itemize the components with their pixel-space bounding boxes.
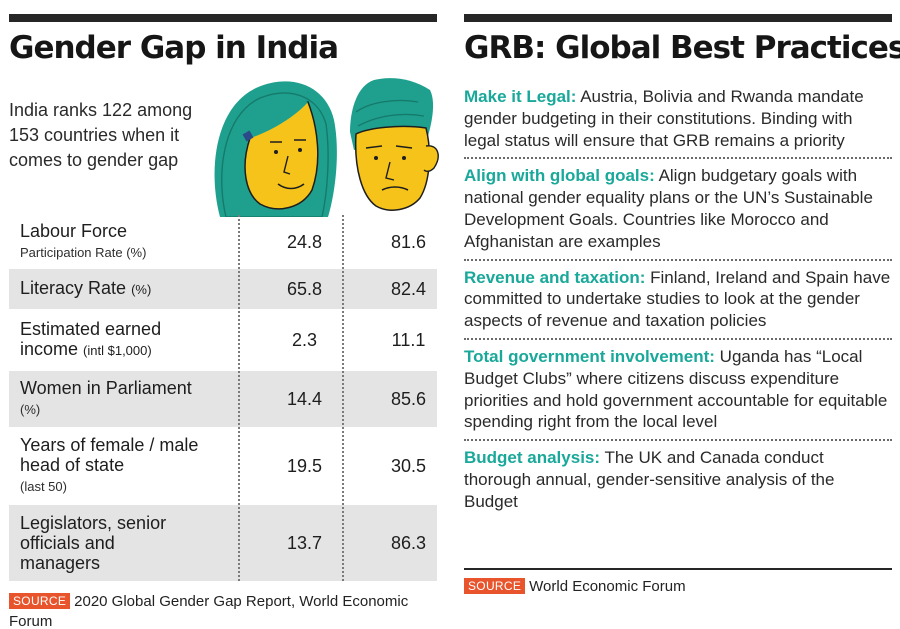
male-value: 11.1	[391, 329, 426, 350]
right-bottom-rule	[464, 568, 892, 570]
table-row: Women in Parliament (%) 14.4 85.6	[9, 371, 437, 427]
male-value: 85.6	[390, 388, 427, 409]
divider	[464, 439, 892, 442]
source-text: 2020 Global Gender Gap Report, World Eco…	[9, 593, 409, 629]
item-keyword: Revenue and taxation:	[464, 267, 646, 287]
item-text: Uganda has “Local Budget Clubs” where ci…	[464, 346, 888, 432]
list-item: Total government involvement: Uganda has…	[464, 346, 892, 437]
item-text: Austria, Bolivia and Rwanda mandate gend…	[464, 87, 864, 150]
item-text: Finland, Ireland and Spain have committe…	[464, 267, 891, 331]
male-value: 30.5	[390, 455, 427, 476]
row-label: Literacy Rate (%)	[20, 278, 152, 298]
row-label: Women in Parliament (%)	[20, 378, 192, 417]
right-title: GRB: Global Best Practices	[464, 30, 900, 66]
female-value: 19.5	[286, 455, 323, 476]
row-label: Labour Force Participation Rate (%)	[20, 221, 147, 260]
item-keyword: Budget analysis:	[464, 448, 601, 468]
column-divider	[342, 215, 344, 581]
male-value: 86.3	[390, 532, 427, 553]
divider	[464, 337, 892, 340]
divider	[464, 258, 892, 261]
practices-list: Make it Legal: Austria, Bolivia and Rwan…	[464, 86, 892, 517]
list-item: Budget analysis: The UK and Canada condu…	[464, 447, 892, 516]
table-row: Literacy Rate (%) 65.8 82.4	[9, 269, 437, 309]
table-row: Legislators, senior officials and manage…	[9, 505, 437, 581]
man-face-icon	[350, 78, 439, 211]
divider	[464, 157, 892, 160]
item-keyword: Total government involvement:	[464, 346, 715, 366]
left-source: SOURCE 2020 Global Gender Gap Report, Wor…	[9, 592, 437, 629]
column-divider	[238, 215, 240, 581]
woman-face-icon	[214, 81, 337, 217]
intro-text: India ranks 122 among 153 countries when…	[9, 100, 193, 170]
table-row: Labour Force Participation Rate (%) 24.8…	[9, 215, 437, 269]
male-value: 81.6	[390, 231, 427, 252]
gender-gap-table: Labour Force Participation Rate (%) 24.8…	[9, 215, 437, 581]
female-value: 14.4	[286, 388, 323, 409]
item-keyword: Align with global goals:	[464, 166, 655, 186]
female-value: 65.8	[286, 278, 323, 299]
list-item: Make it Legal: Austria, Bolivia and Rwan…	[464, 86, 892, 155]
list-item: Align with global goals: Align budgetary…	[464, 165, 892, 256]
table-row: Estimated earned income (intl $1,000) 2.…	[9, 309, 437, 371]
item-text: Align budgetary goals with national gend…	[464, 166, 873, 251]
table-row: Years of female / male head of state (la…	[9, 427, 437, 505]
row-label: Legislators, senior officials and manage…	[20, 513, 167, 573]
right-top-rule	[464, 14, 892, 22]
male-value: 82.4	[390, 278, 427, 299]
list-item: Revenue and taxation: Finland, Ireland a…	[464, 267, 892, 336]
faces-illustration	[214, 78, 439, 217]
item-text: The UK and Canada conduct thorough annua…	[464, 448, 835, 511]
item-keyword: Make it Legal:	[464, 87, 577, 106]
row-label: Estimated earned income (intl $1,000)	[20, 319, 162, 359]
left-title: Gender Gap in India	[9, 30, 339, 66]
female-value: 2.3	[291, 329, 318, 350]
source-tag: SOURCE	[464, 578, 526, 594]
female-value: 13.7	[286, 532, 323, 553]
right-source: SOURCE World Economic Forum	[464, 577, 686, 597]
source-text: World Economic Forum	[529, 578, 686, 595]
row-label: Years of female / male head of state (la…	[20, 435, 199, 494]
left-top-rule	[9, 14, 437, 22]
source-tag: SOURCE	[9, 593, 71, 609]
female-value: 24.8	[286, 231, 323, 252]
